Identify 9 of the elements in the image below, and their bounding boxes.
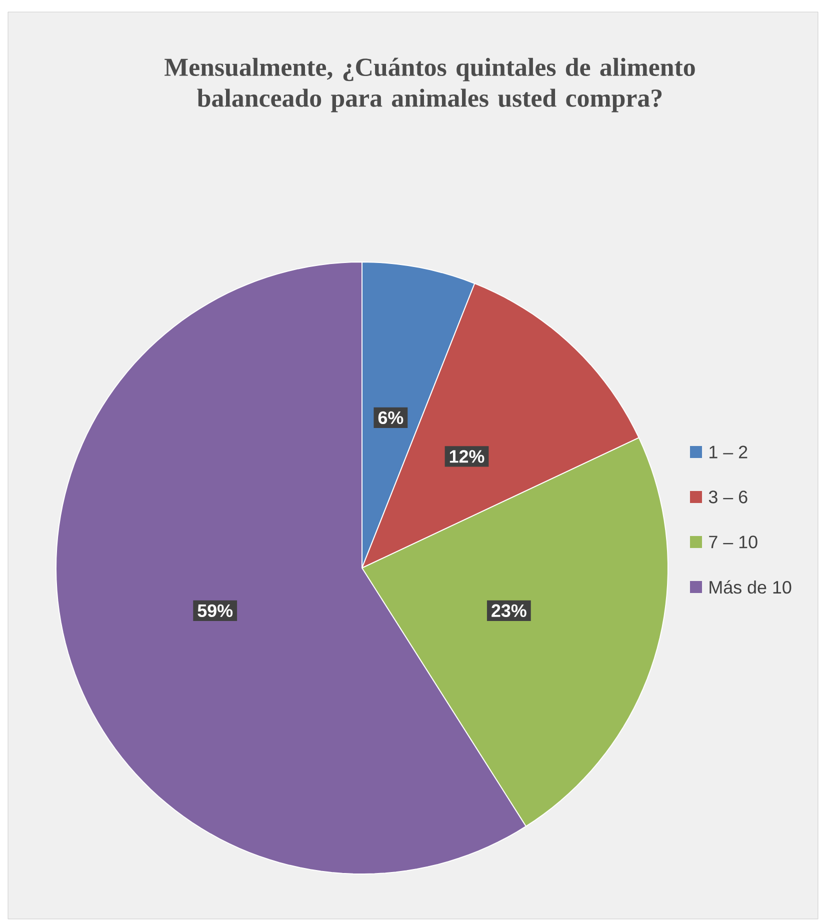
data-label: 23% [492, 604, 526, 618]
legend-label: 7 – 10 [709, 536, 758, 548]
data-label: 59% [198, 604, 233, 618]
data-label: 6% [378, 411, 404, 424]
legend-label: Más de 10 [710, 580, 792, 594]
legend-label: 3 – 6 [708, 490, 748, 504]
legend-label: 1 – 2 [710, 446, 748, 458]
chart-title: Mensualmente, ¿Cuántos quintales de alimento balanceado para animales usted compra? [164, 58, 695, 112]
data-label: 12% [450, 450, 484, 463]
